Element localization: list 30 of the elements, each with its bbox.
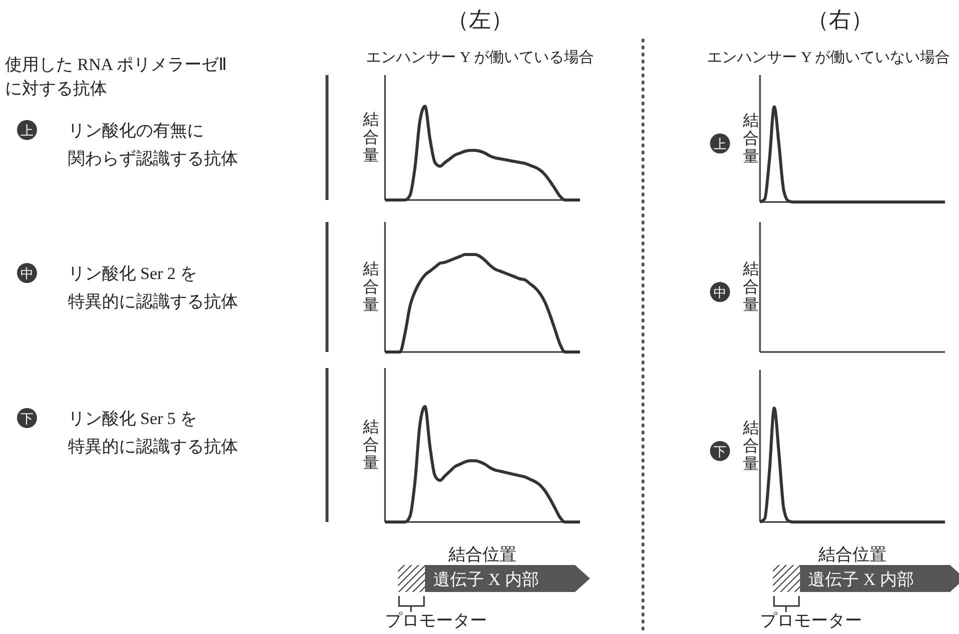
text: リン酸化 Ser 2 を <box>68 264 197 283</box>
text: リン酸化の有無に <box>68 121 204 140</box>
text: プロモーター <box>760 611 862 630</box>
circle-badge: 下 <box>710 441 730 461</box>
chart-title: （左） <box>447 7 513 32</box>
circle-badge: 上 <box>17 120 37 140</box>
text: 関わらず認識する抗体 <box>68 149 238 168</box>
text: 使用した RNA ポリメラーゼⅡ <box>5 55 226 74</box>
y-axis-title: 結合量 <box>742 112 759 166</box>
text: 特異的に認識する抗体 <box>68 292 238 311</box>
text: 結合量 <box>742 261 759 314</box>
chart-title: （右） <box>807 7 873 32</box>
text: プロモーター <box>385 611 487 630</box>
chart-subtitle: エンハンサー Y が働いている場合 <box>366 49 594 66</box>
x-axis-title: 結合位置 <box>448 545 516 564</box>
text: に対する抗体 <box>5 79 107 98</box>
text: リン酸化 Ser 5 を <box>68 409 197 428</box>
y-axis-title: 結合量 <box>362 419 379 472</box>
x-axis-title: 結合位置 <box>818 545 886 564</box>
circle-badge: 下 <box>17 408 37 428</box>
chart-subtitle: エンハンサー Y が働いていない場合 <box>707 49 950 66</box>
circle-badge: 上 <box>710 134 730 154</box>
text: 遺伝子 X 内部 <box>808 570 914 589</box>
circle-badge: 中 <box>710 282 730 302</box>
y-axis-title: 結合量 <box>742 420 759 473</box>
y-axis-title: 結合量 <box>362 261 379 314</box>
circle-badge: 中 <box>17 263 37 283</box>
text: 特異的に認識する抗体 <box>68 437 238 456</box>
text: 遺伝子 X 内部 <box>433 570 539 589</box>
y-axis-title: 結合量 <box>362 112 379 164</box>
